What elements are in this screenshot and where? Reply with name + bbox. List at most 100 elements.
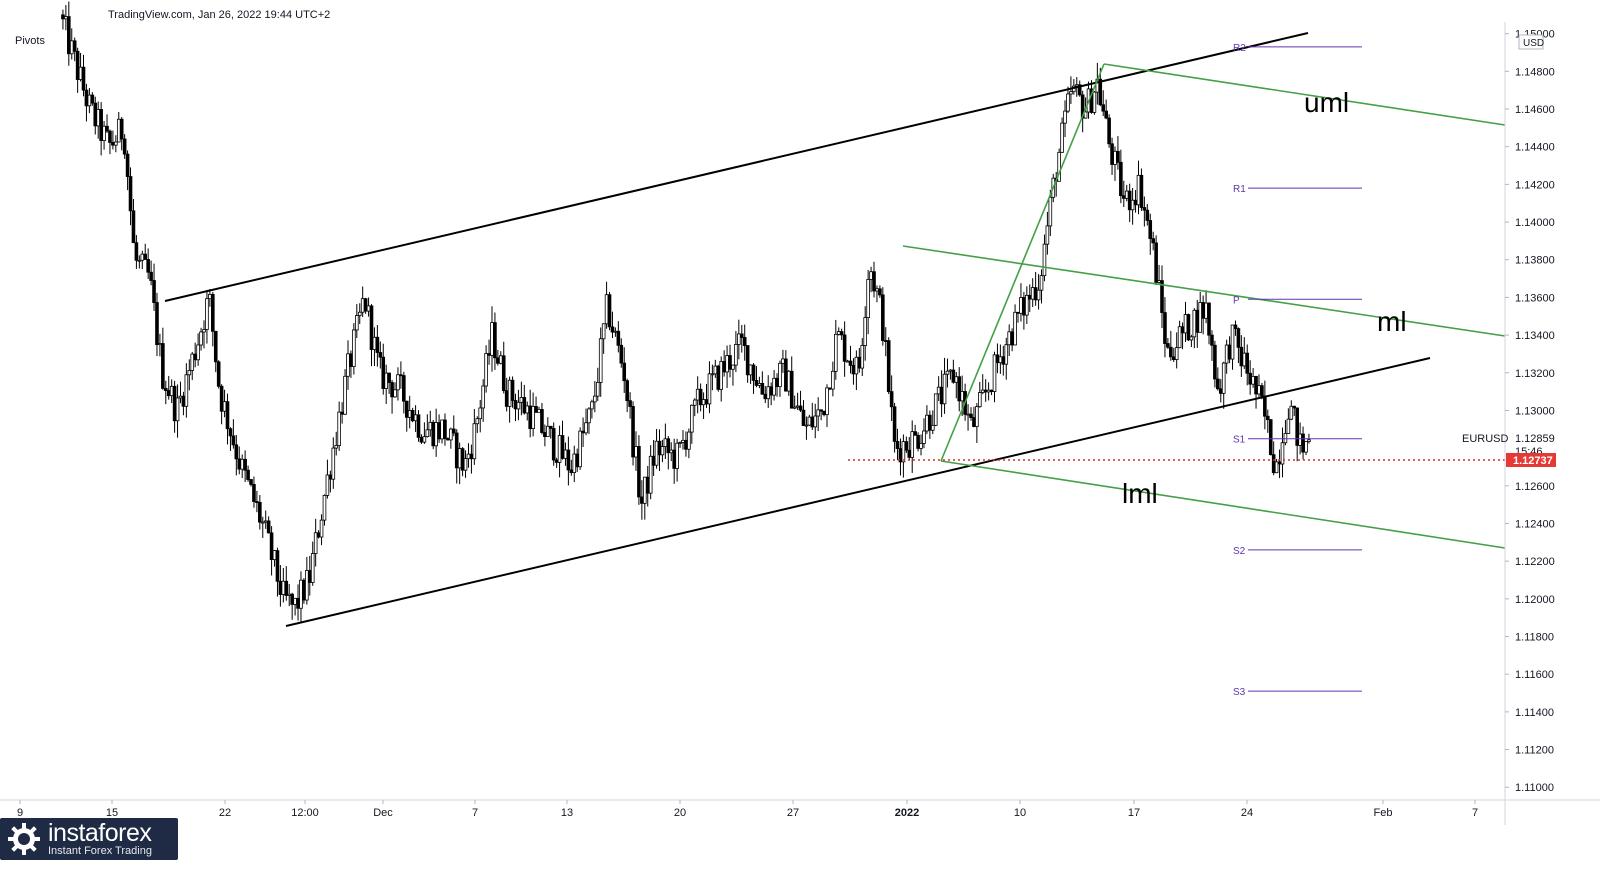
candle-down xyxy=(1139,174,1144,208)
candle-up xyxy=(287,593,292,596)
candle-up xyxy=(681,439,685,443)
candle-up xyxy=(980,389,985,393)
candle-down xyxy=(1271,454,1276,474)
candle-up xyxy=(734,344,738,366)
candle-up xyxy=(1224,344,1229,364)
candle-up xyxy=(1060,122,1064,153)
candle-up xyxy=(690,404,694,433)
candle-up xyxy=(601,323,606,340)
candle-down xyxy=(607,294,612,328)
candle-down xyxy=(149,271,153,281)
candle-down xyxy=(161,343,165,389)
pivot-label-s3: S3 xyxy=(1233,687,1246,698)
candle-up xyxy=(537,409,541,413)
candle-up xyxy=(834,333,838,372)
candle-down xyxy=(275,550,280,582)
candle-up xyxy=(875,288,879,292)
candle-up xyxy=(519,397,524,403)
candle-down xyxy=(745,345,750,376)
candle-down xyxy=(93,102,98,127)
pitchfork-label-lml: lml xyxy=(1122,478,1158,509)
candle-up xyxy=(948,369,953,372)
candle-down xyxy=(789,370,794,409)
candle-up xyxy=(372,336,377,350)
x-tick-label: Feb xyxy=(1374,807,1393,819)
candle-down xyxy=(722,361,726,373)
candle-down xyxy=(969,413,973,418)
candle-up xyxy=(78,66,83,80)
candle-up xyxy=(178,395,183,399)
candle-up xyxy=(978,392,982,408)
candle-down xyxy=(81,66,86,91)
candle-up xyxy=(587,408,591,424)
candle-down xyxy=(1127,190,1132,211)
candle-up xyxy=(695,388,700,401)
price-axis[interactable]: 1.150001.148001.146001.144001.142001.140… xyxy=(1504,22,1556,825)
candlestick-series xyxy=(61,1,1311,624)
candle-down xyxy=(1121,195,1126,199)
candle-down xyxy=(548,425,553,429)
pitchfork-handle xyxy=(940,63,1105,462)
candle-up xyxy=(1251,375,1255,385)
candle-up xyxy=(825,387,829,416)
candle-up xyxy=(563,449,568,459)
candle-up xyxy=(854,356,859,375)
candle-down xyxy=(446,438,450,441)
candle-down xyxy=(957,376,962,402)
candle-down xyxy=(349,353,353,367)
gear-icon xyxy=(8,823,40,855)
candle-up xyxy=(778,362,782,388)
candle-up xyxy=(1283,433,1288,444)
candle-down xyxy=(1110,143,1114,165)
candle-down xyxy=(387,372,391,383)
candle-down xyxy=(1145,209,1150,221)
candle-down xyxy=(375,336,380,353)
candle-down xyxy=(1148,220,1153,240)
candle-up xyxy=(604,294,609,325)
candle-up xyxy=(1157,280,1161,283)
candle-up xyxy=(1042,243,1047,277)
time-axis[interactable]: 9 15 22 12:00 Dec 7 13 20 27 2022 10 17 24 Feb 7 xyxy=(0,799,1600,819)
candle-up xyxy=(116,118,121,143)
candle-up xyxy=(748,364,753,376)
x-tick-label: 15 xyxy=(106,807,118,819)
pivot-label-r1: R1 xyxy=(1233,184,1246,195)
candle-up xyxy=(919,443,923,449)
candle-down xyxy=(913,431,917,436)
candle-up xyxy=(613,330,618,333)
candle-down xyxy=(540,409,544,433)
candle-down xyxy=(302,579,306,601)
candle-up xyxy=(966,413,970,416)
candle-down xyxy=(1151,238,1155,244)
candle-down xyxy=(316,532,321,538)
candle-up xyxy=(795,405,800,408)
candle-down xyxy=(666,438,671,454)
candle-down xyxy=(243,458,247,471)
candle-up xyxy=(863,317,867,346)
candle-up xyxy=(1036,289,1041,301)
brand-logo: instaforex Instant Forex Trading xyxy=(0,818,178,860)
candle-down xyxy=(886,340,891,392)
candle-up xyxy=(484,353,488,387)
candle-down xyxy=(122,138,127,155)
candle-down xyxy=(1077,84,1082,96)
candle-up xyxy=(836,331,841,335)
candle-down xyxy=(1254,375,1258,395)
candle-down xyxy=(237,458,242,470)
candle-down xyxy=(1010,331,1014,346)
candle-up xyxy=(669,449,674,454)
candle-down xyxy=(645,476,650,494)
marker-price-tag xyxy=(1506,452,1556,467)
candle-down xyxy=(1163,312,1167,344)
candle-down xyxy=(1116,150,1120,163)
candle-up xyxy=(1177,326,1182,349)
candle-down xyxy=(704,399,709,405)
candle-down xyxy=(916,434,920,449)
pivot-levels: R2 R1 P S1 S2 S3 xyxy=(1233,43,1362,698)
candle-up xyxy=(1013,311,1017,346)
candle-up xyxy=(1204,302,1208,319)
candle-down xyxy=(460,448,465,471)
candle-down xyxy=(775,377,779,388)
candle-down xyxy=(134,242,139,261)
